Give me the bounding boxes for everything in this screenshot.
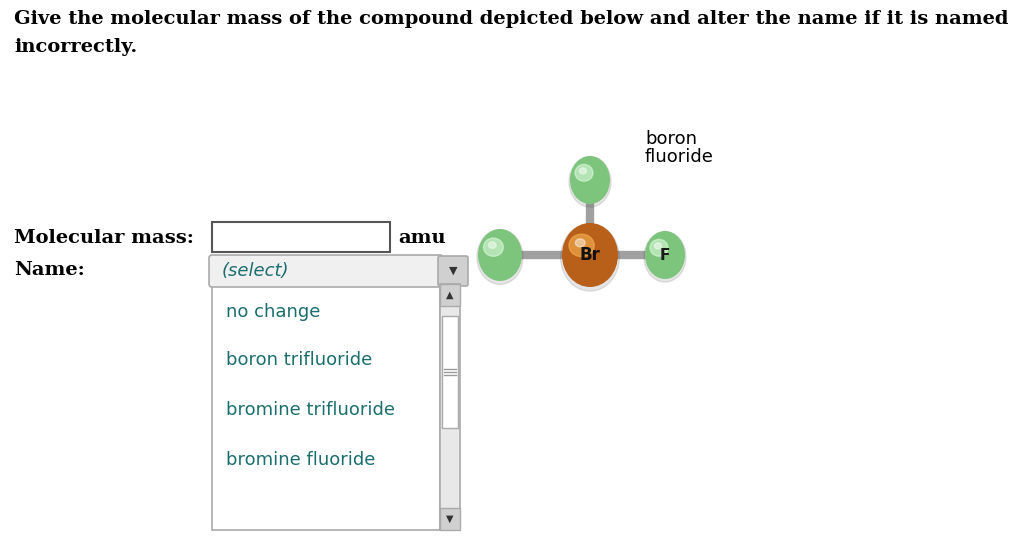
FancyBboxPatch shape <box>442 316 458 428</box>
Text: F: F <box>659 247 670 262</box>
Ellipse shape <box>569 234 594 256</box>
Text: boron trifluoride: boron trifluoride <box>226 351 373 369</box>
FancyBboxPatch shape <box>440 508 460 530</box>
Ellipse shape <box>580 168 587 174</box>
FancyBboxPatch shape <box>438 256 468 286</box>
FancyBboxPatch shape <box>440 284 460 530</box>
Text: Name:: Name: <box>14 261 85 279</box>
Ellipse shape <box>650 239 668 256</box>
Text: Give the molecular mass of the compound depicted below and alter the name if it : Give the molecular mass of the compound … <box>14 10 1009 28</box>
Ellipse shape <box>488 242 497 248</box>
Text: Br: Br <box>580 246 600 264</box>
Text: Molecular mass:: Molecular mass: <box>14 229 194 247</box>
Text: bromine fluoride: bromine fluoride <box>226 451 376 469</box>
Text: ▼: ▼ <box>446 514 454 524</box>
FancyBboxPatch shape <box>209 255 443 287</box>
Ellipse shape <box>575 239 585 247</box>
Ellipse shape <box>644 232 686 282</box>
Ellipse shape <box>477 230 523 285</box>
Ellipse shape <box>569 157 611 207</box>
FancyBboxPatch shape <box>212 284 440 530</box>
Text: boron: boron <box>645 130 697 148</box>
Ellipse shape <box>654 243 662 249</box>
Text: ▼: ▼ <box>449 266 458 276</box>
Ellipse shape <box>575 164 593 181</box>
Ellipse shape <box>478 229 522 281</box>
Ellipse shape <box>645 231 685 279</box>
FancyBboxPatch shape <box>212 222 390 252</box>
Ellipse shape <box>483 238 504 256</box>
Text: fluoride: fluoride <box>645 148 714 166</box>
Text: no change: no change <box>226 303 321 321</box>
Text: ▲: ▲ <box>446 290 454 300</box>
Text: incorrectly.: incorrectly. <box>14 38 137 56</box>
Ellipse shape <box>560 224 620 291</box>
Ellipse shape <box>570 156 610 204</box>
Text: bromine trifluoride: bromine trifluoride <box>226 401 395 419</box>
FancyBboxPatch shape <box>440 284 460 306</box>
Text: (select): (select) <box>222 262 290 280</box>
Text: amu: amu <box>398 229 445 247</box>
Ellipse shape <box>562 223 618 287</box>
